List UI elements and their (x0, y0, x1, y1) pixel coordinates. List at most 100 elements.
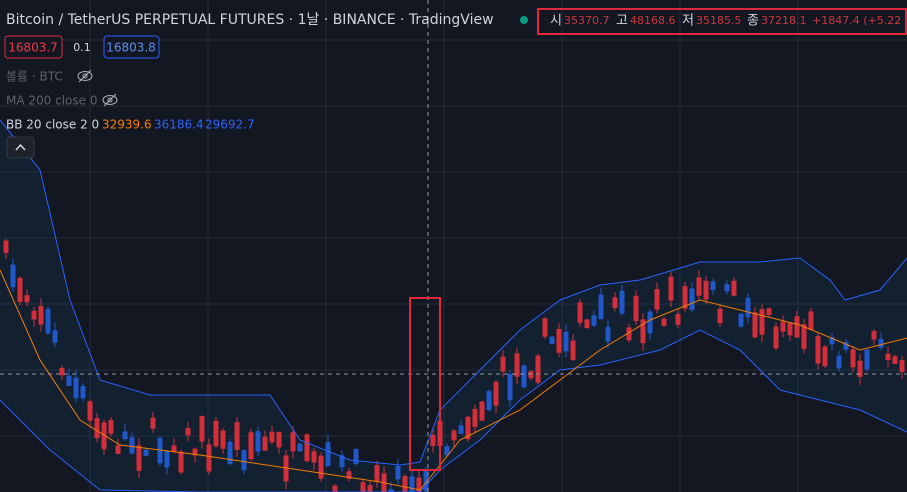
candle-body (290, 432, 296, 452)
candle-body (73, 377, 79, 399)
candle-body (815, 336, 821, 364)
candle-body (689, 288, 695, 310)
candle-body (619, 290, 625, 314)
indicator-value: 29692.7 (205, 118, 255, 132)
candle-body (311, 451, 317, 463)
candle-body (220, 430, 226, 449)
candle-body (556, 329, 562, 353)
candle-body (304, 434, 310, 462)
candle-body (409, 476, 415, 492)
candle-body (514, 353, 520, 377)
candle-body (850, 349, 856, 368)
candle-body (227, 441, 233, 464)
candle-body (626, 327, 632, 341)
candle-body (479, 401, 485, 421)
indicator-value: 32939.6 (102, 118, 152, 132)
ohlc-change: +1847.4 (+5.22 (812, 14, 901, 27)
candle-body (185, 428, 191, 436)
candle-body (136, 445, 142, 471)
candle-body (318, 455, 324, 479)
hide-icon[interactable] (77, 69, 93, 83)
candle-body (262, 436, 268, 451)
candle-body (549, 336, 555, 344)
candle-body (108, 419, 114, 434)
candle-body (192, 448, 198, 456)
candle-body (346, 471, 352, 479)
candle-body (444, 446, 450, 456)
candle-body (395, 465, 401, 480)
candle-body (570, 340, 576, 360)
candle-body (24, 295, 30, 303)
candle-body (178, 451, 184, 473)
ohlc-label: 저 (682, 14, 694, 29)
indicator-name: BB 20 close 2 0 (6, 118, 99, 132)
indicator-name: MA 200 close 0 (6, 94, 97, 108)
upper-band (0, 119, 907, 466)
candle-body (535, 355, 541, 383)
candle-body (612, 297, 618, 308)
sell-button[interactable] (4, 35, 63, 59)
candle-body (759, 309, 765, 335)
ohlc-box (537, 8, 907, 35)
candle-body (283, 455, 289, 482)
candle-body (493, 381, 499, 406)
candle-body (766, 308, 772, 316)
candle-body (584, 319, 590, 329)
candle-body (241, 450, 247, 471)
lower-band (0, 329, 907, 492)
candle-body (472, 408, 478, 427)
candle-body (752, 312, 758, 338)
candles (3, 238, 905, 492)
candle-body (423, 470, 429, 492)
candle-body (864, 349, 870, 370)
candle-body (843, 341, 849, 350)
candle-body (899, 360, 905, 373)
candle-body (801, 324, 807, 350)
candle-body (857, 360, 863, 377)
candle-body (808, 311, 814, 330)
candle-body (675, 314, 681, 325)
candle-body (696, 277, 702, 296)
candle-body (206, 444, 212, 472)
candle-body (885, 353, 891, 360)
candle-body (486, 391, 492, 410)
candle-body (38, 305, 44, 325)
collapse-button[interactable] (6, 136, 35, 159)
candle-body (822, 346, 828, 367)
candle-body (892, 356, 898, 364)
candle-body (710, 281, 716, 291)
candle-body (199, 415, 205, 442)
candle-body (374, 465, 380, 483)
candle-body (871, 331, 877, 340)
candle-body (416, 477, 422, 492)
status-dot (520, 16, 528, 24)
candle-body (731, 280, 737, 296)
candle-body (332, 485, 338, 492)
candle-body (577, 302, 583, 323)
candle-body (500, 356, 506, 372)
candle-body (563, 331, 569, 352)
candle-body (52, 330, 58, 343)
candle-body (654, 289, 660, 310)
candle-body (213, 420, 219, 447)
candle-body (10, 264, 16, 288)
buy-button[interactable] (103, 35, 160, 59)
candle-body (745, 297, 751, 318)
candle-body (171, 445, 177, 452)
candle-body (465, 416, 471, 440)
ohlc-value: 48168.6 (630, 14, 676, 27)
candle-body (794, 316, 800, 338)
candle-body (353, 448, 359, 465)
candle-body (276, 431, 282, 448)
candle-body (598, 294, 604, 320)
candle-body (605, 326, 611, 342)
candle-body (31, 310, 37, 320)
highlight-box (409, 297, 441, 471)
candle-body (101, 422, 107, 450)
candle-body (59, 367, 65, 376)
candle-body (234, 422, 240, 450)
hide-icon[interactable] (102, 93, 118, 107)
ohlc-label: 종 (747, 14, 759, 29)
